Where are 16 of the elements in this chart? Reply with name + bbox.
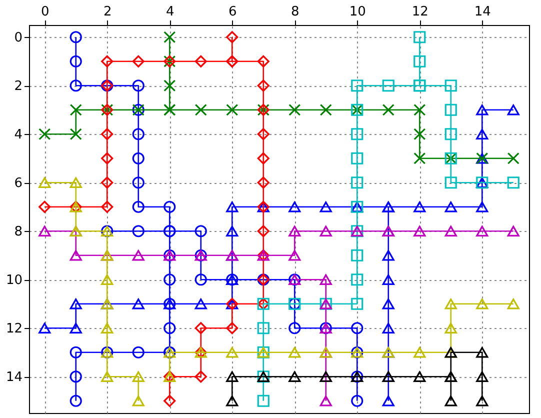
y-tick-label: 10 xyxy=(6,273,22,288)
y-tick-label: 8 xyxy=(14,224,22,240)
y-tick-label: 4 xyxy=(14,128,22,143)
x-tick-label: 8 xyxy=(290,4,300,20)
x-tick-label: 0 xyxy=(40,4,50,20)
y-tick-label: 14 xyxy=(6,370,22,386)
x-tick-label: 10 xyxy=(349,4,366,20)
x-tick-label: 12 xyxy=(412,4,428,20)
x-tick-label: 4 xyxy=(166,4,174,20)
x-tick-label: 14 xyxy=(474,4,491,20)
y-tick-label: 2 xyxy=(14,79,22,94)
x-tick-label: 2 xyxy=(103,4,112,20)
x-tick-label: 6 xyxy=(228,4,237,20)
y-tick-label: 12 xyxy=(6,322,22,337)
y-tick-label: 6 xyxy=(14,176,22,192)
y-tick-label: 0 xyxy=(14,30,22,46)
